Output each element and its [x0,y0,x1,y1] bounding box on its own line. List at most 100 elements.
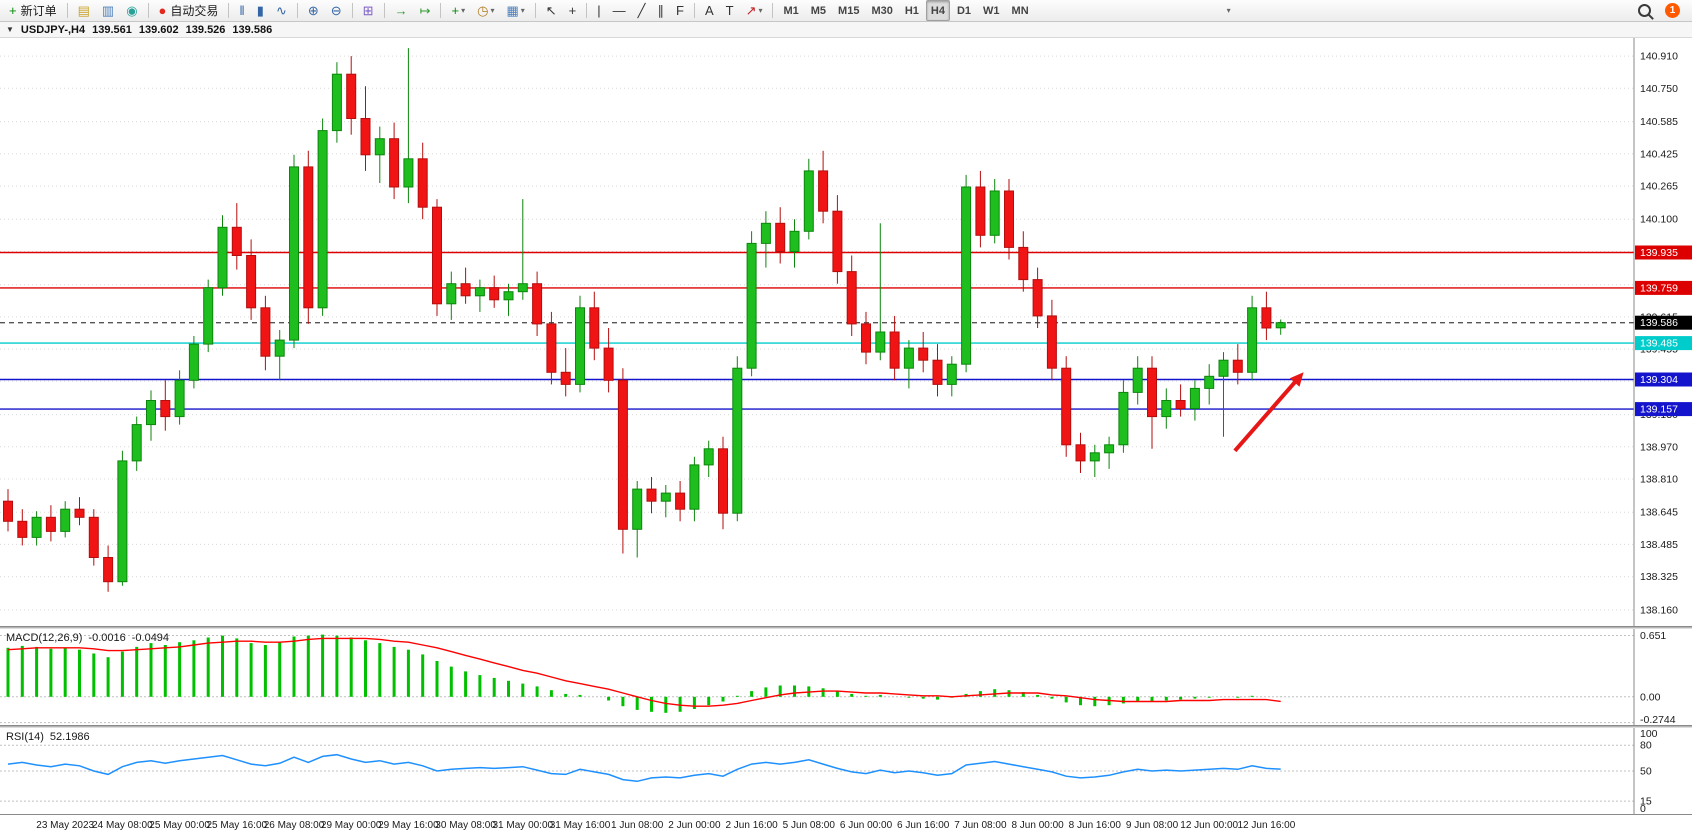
notification-badge[interactable]: 1 [1665,3,1680,18]
timeframe-mn-button[interactable]: MN [1007,0,1034,21]
time-axis-label: 31 May 00:00 [492,820,554,831]
vertical-line-button[interactable]: | [592,0,605,21]
arrows-button[interactable]: ↗ ▾ [741,0,768,21]
toolbar-separator [296,3,298,18]
grid-layer [0,55,1634,611]
timeframe-m5-button[interactable]: M5 [806,0,831,21]
toolbar-separator [586,3,588,18]
arrows-icon: ↗ [745,3,757,18]
toolbar-separator [534,3,536,18]
timeframe-w1-button[interactable]: W1 [978,0,1005,21]
one-click-trading-toggle[interactable]: ▼ [6,25,14,34]
toolbar-overflow-button[interactable]: ▾ [1220,0,1236,21]
trendline-button[interactable]: ╱ [633,0,651,21]
time-axis-label: 6 Jun 16:00 [897,820,950,831]
templates-button[interactable]: ▦ ▾ [501,0,529,21]
horizontal-line-button[interactable]: — [608,0,631,21]
auto-scroll-button[interactable]: → [390,0,413,21]
text-label-button[interactable]: T [721,0,739,21]
timeframe-w1-label: W1 [983,4,1000,17]
svg-text:138.970: 138.970 [1640,441,1678,453]
vertical-line-icon: | [597,3,601,18]
market-watch-icon: ◉ [126,3,138,18]
time-axis-label: 26 May 08:00 [263,820,325,831]
panel-separator-macd[interactable] [0,626,1692,629]
trendline-icon: ╱ [637,3,646,18]
time-axis[interactable]: 23 May 2023 24 May 08:00 25 May 00:00 25 Ma… [0,814,1692,838]
equidistant-channel-icon: ∥ [657,3,664,18]
svg-text:0: 0 [1640,803,1646,814]
toolbar-separator [440,3,442,18]
autotrading-icon: ● [158,3,167,18]
candlestick-chart-icon: ▮ [256,3,264,18]
timeframe-d1-label: D1 [956,4,972,17]
toolbar-separator [383,3,385,18]
toolbar-separator [693,3,695,18]
rsi-label: RSI(14) 52.1986 [6,731,96,743]
zoom-out-button[interactable]: ⊖ [326,0,347,21]
fibonacci-button[interactable]: F [671,0,689,21]
search-icon[interactable] [1638,4,1651,17]
timeframe-m30-label: M30 [871,4,893,17]
svg-text:140.100: 140.100 [1640,214,1678,226]
svg-text:138.645: 138.645 [1640,507,1678,519]
line-chart-button[interactable]: ∿ [271,0,292,21]
timeframe-m15-button[interactable]: M15 [833,0,864,21]
svg-text:138.485: 138.485 [1640,539,1678,551]
svg-text:139.759: 139.759 [1640,282,1678,294]
time-axis-label: 2 Jun 16:00 [725,820,778,831]
timeframe-h1-button[interactable]: H1 [900,0,924,21]
crosshair-button[interactable]: + [564,0,582,21]
zoom-out-icon: ⊖ [330,3,342,18]
bar-chart-button[interactable]: ‖ [234,0,249,21]
timeframe-m30-button[interactable]: M30 [866,0,897,21]
periods-button[interactable]: ◷ ▾ [472,0,499,21]
candles-layer [3,48,1286,592]
autotrading-button[interactable]: ● 自动交易 [154,0,224,21]
tile-windows-button[interactable]: ⊞ [358,0,379,21]
chevron-down-icon: ▾ [490,6,495,15]
price-chart-panel[interactable]: 140.910 140.750 140.585 140.425 140.265 140.1… [0,38,1692,626]
timeframe-d1-button[interactable]: D1 [952,0,976,21]
svg-text:50: 50 [1640,766,1652,778]
toolbar-right: 1 [1638,3,1692,18]
timeframe-h4-button[interactable]: H4 [925,0,950,21]
equidistant-channel-button[interactable]: ∥ [652,0,669,21]
profiles-icon: ▥ [101,3,115,18]
chevron-down-icon: ▾ [461,6,466,15]
chart-low-price: 139.526 [185,23,226,36]
profiles-button[interactable]: ▥ [97,0,119,21]
chart-shift-button[interactable]: ↦ [415,0,436,21]
timeframe-m1-button[interactable]: M1 [778,0,803,21]
time-axis-label: 12 Jun 16:00 [1237,820,1296,831]
zoom-in-button[interactable]: ⊕ [303,0,324,21]
chevron-down-icon: ▾ [758,6,763,15]
price-chart-svg[interactable]: 140.910 140.750 140.585 140.425 140.265 140.1… [0,38,1692,626]
time-axis-label: 30 May 08:00 [435,820,496,831]
macd-panel[interactable]: 0.651 0.00 -0.2744 [0,629,1692,725]
svg-text:140.750: 140.750 [1640,83,1678,95]
time-axis-label: 5 Jun 08:00 [782,820,835,831]
svg-text:0.651: 0.651 [1640,630,1666,642]
cursor-button[interactable]: ↖ [541,0,562,21]
timeframe-mn-label: MN [1011,4,1029,17]
time-axis-label: 29 May 16:00 [378,820,439,831]
new-chart-button[interactable]: ▤ [73,0,95,21]
rsi-panel[interactable]: 100 80 50 15 0 [0,728,1692,814]
periods-icon: ◷ [477,3,489,18]
text-icon: A [704,3,714,18]
new-order-button[interactable]: + 新订单 [4,0,62,21]
chevron-down-icon: ▾ [520,6,525,15]
macd-svg[interactable]: 0.651 0.00 -0.2744 [0,629,1692,725]
panel-separator-rsi[interactable] [0,725,1692,728]
candlestick-chart-button[interactable]: ▮ [252,0,269,21]
autotrading-label: 自动交易 [170,4,219,18]
market-watch-button[interactable]: ◉ [121,0,142,21]
text-button[interactable]: A [700,0,719,21]
indicators-button[interactable]: + ▾ [446,0,470,21]
time-axis-label: 25 May 16:00 [206,820,268,831]
time-axis-label: 9 Jun 08:00 [1125,820,1179,831]
zoom-in-icon: ⊕ [307,3,319,18]
svg-text:139.485: 139.485 [1640,338,1678,350]
